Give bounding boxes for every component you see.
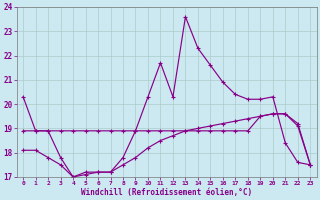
X-axis label: Windchill (Refroidissement éolien,°C): Windchill (Refroidissement éolien,°C) — [81, 188, 252, 197]
